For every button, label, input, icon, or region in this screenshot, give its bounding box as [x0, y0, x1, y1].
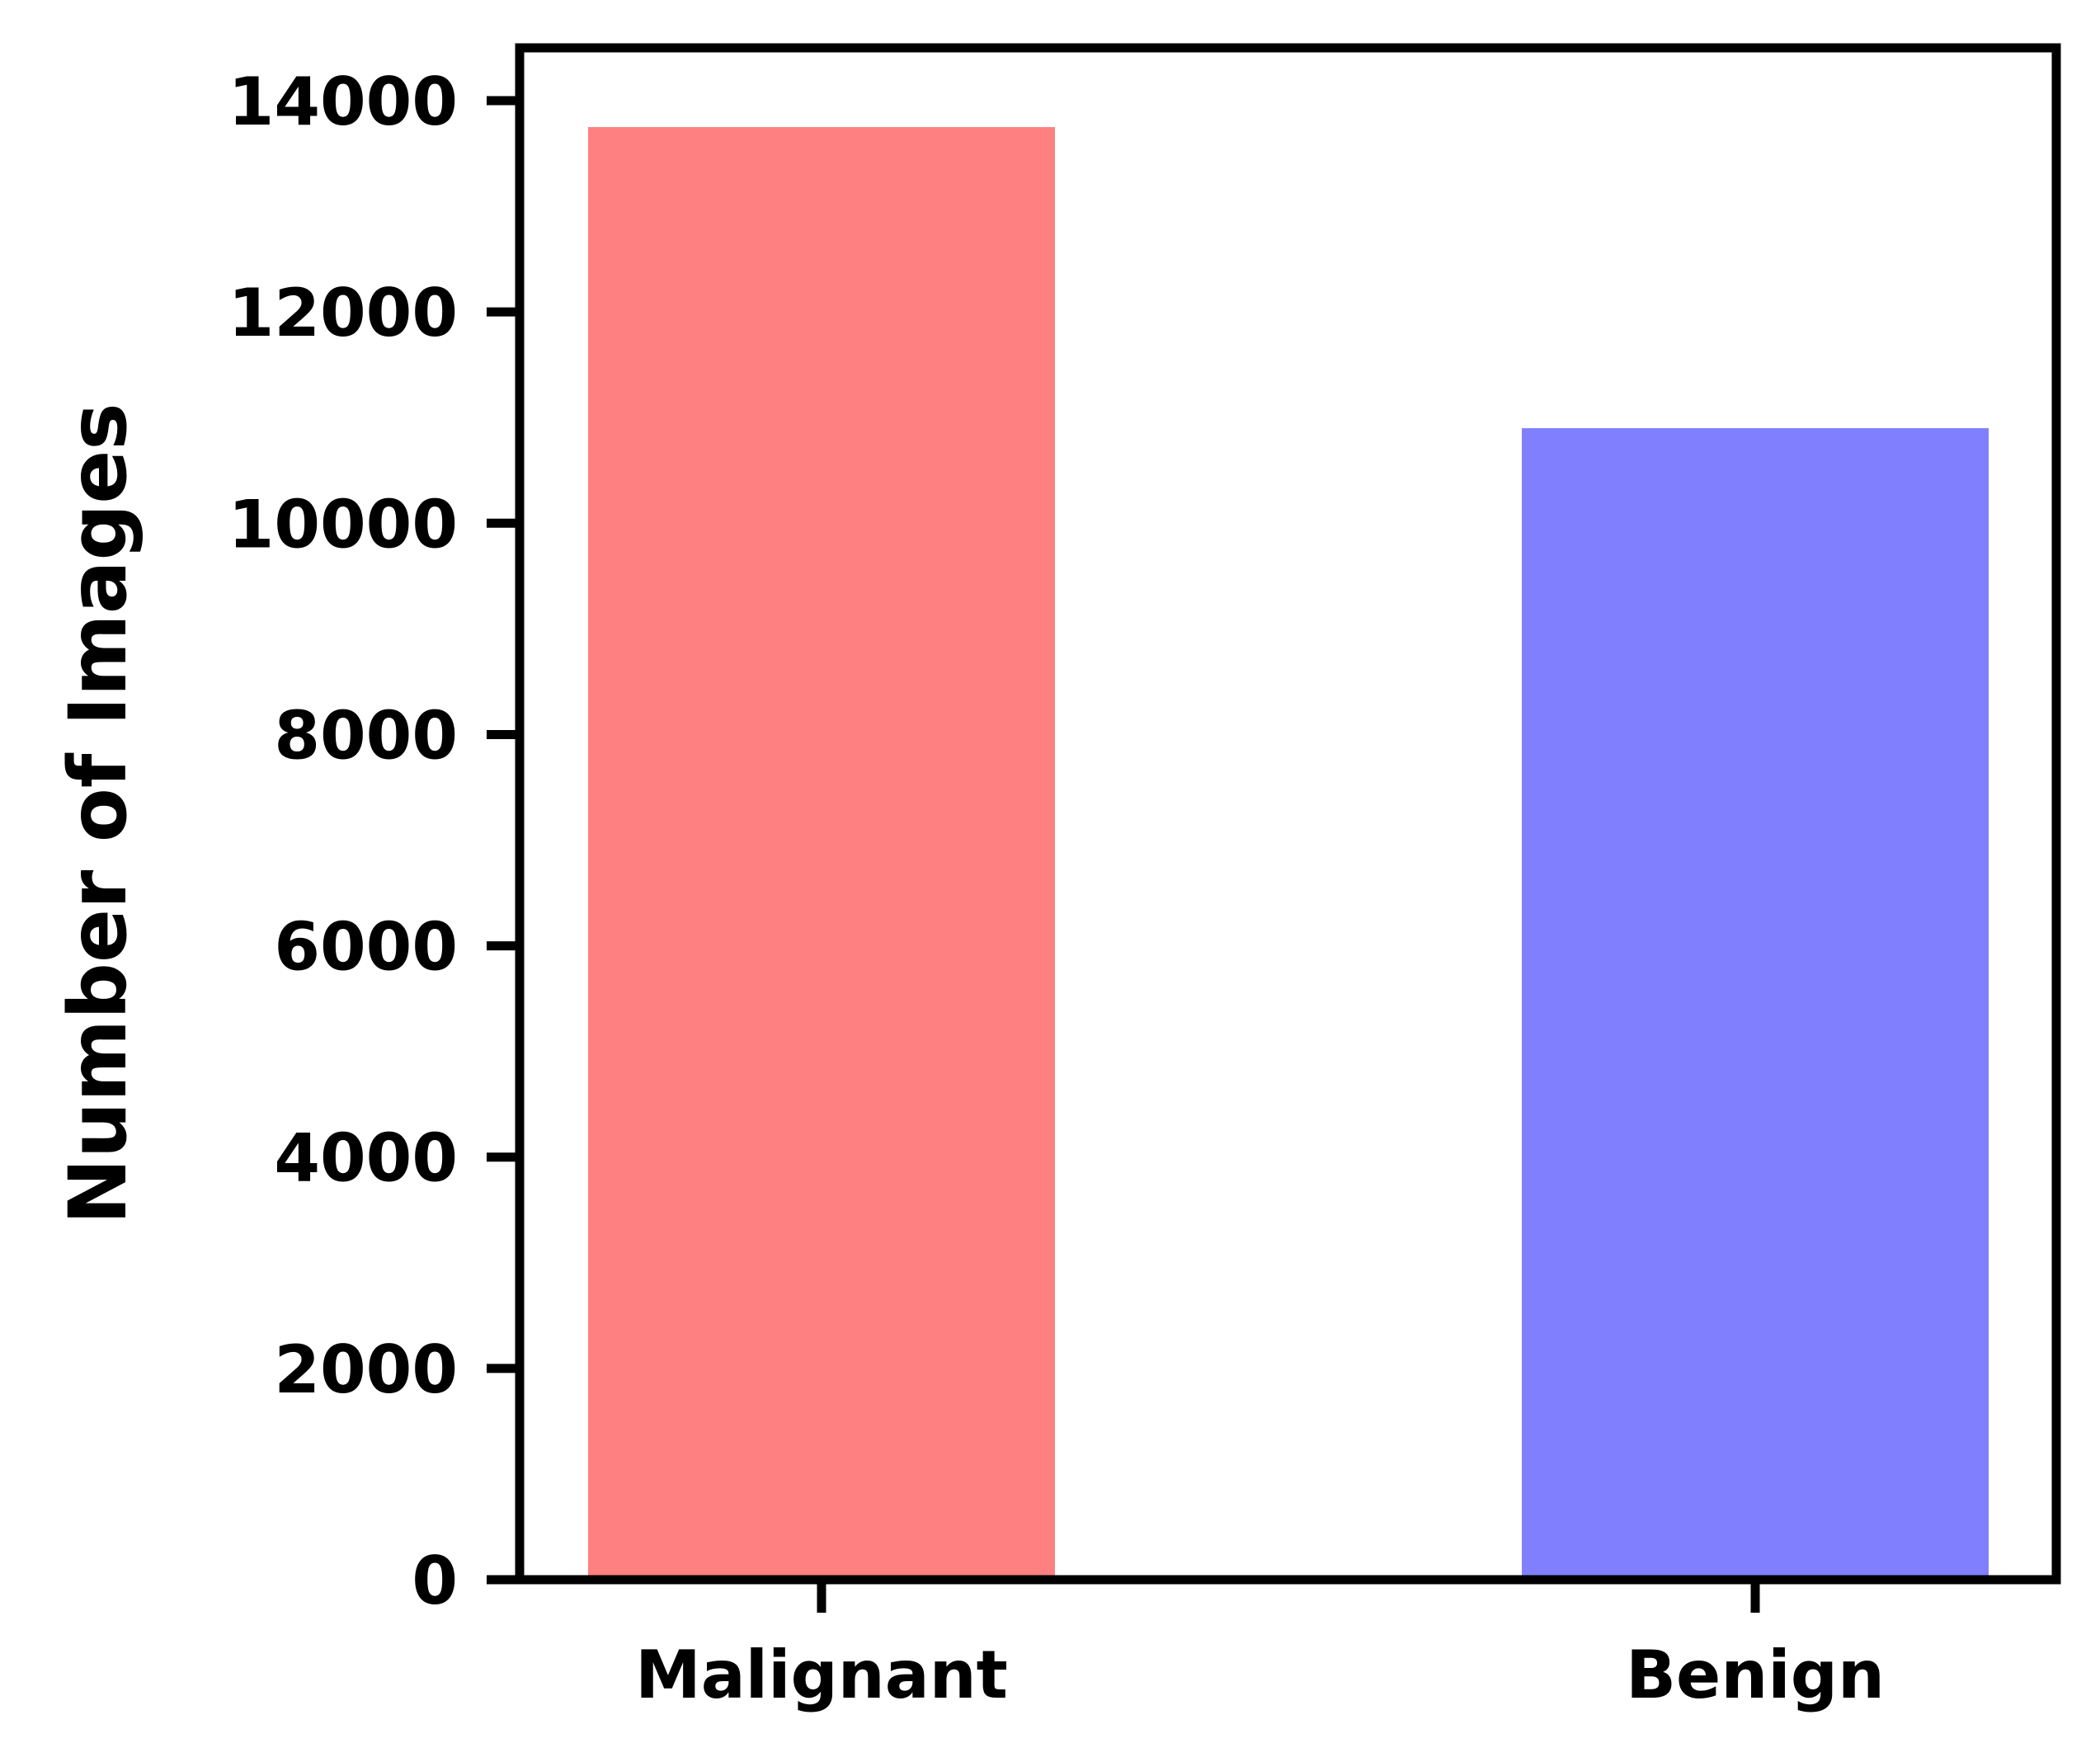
- x-axis-ticks: Malignant Benign: [635, 1580, 1885, 1713]
- y-axis-label: Number of Images: [52, 403, 144, 1225]
- x-tick-label: Benign: [1626, 1637, 1885, 1713]
- y-tick-label: 12000: [228, 275, 458, 351]
- y-tick-label: 6000: [274, 909, 458, 986]
- y-tick-label: 2000: [274, 1331, 458, 1408]
- plot-frame: [515, 43, 2061, 1585]
- y-tick-label: 14000: [228, 64, 458, 140]
- y-tick-label: 8000: [274, 697, 458, 774]
- y-axis-ticks: 0 2000 4000 6000 8000 10000 12000 14000: [228, 64, 520, 1619]
- y-tick-label: 10000: [228, 486, 458, 563]
- bar-benign: [1522, 428, 1989, 1580]
- y-tick-label: 4000: [274, 1120, 458, 1197]
- y-tick-label: 0: [412, 1543, 458, 1619]
- x-tick-label: Malignant: [635, 1637, 1008, 1713]
- bar-malignant: [588, 127, 1055, 1580]
- bars-layer: [588, 127, 1989, 1580]
